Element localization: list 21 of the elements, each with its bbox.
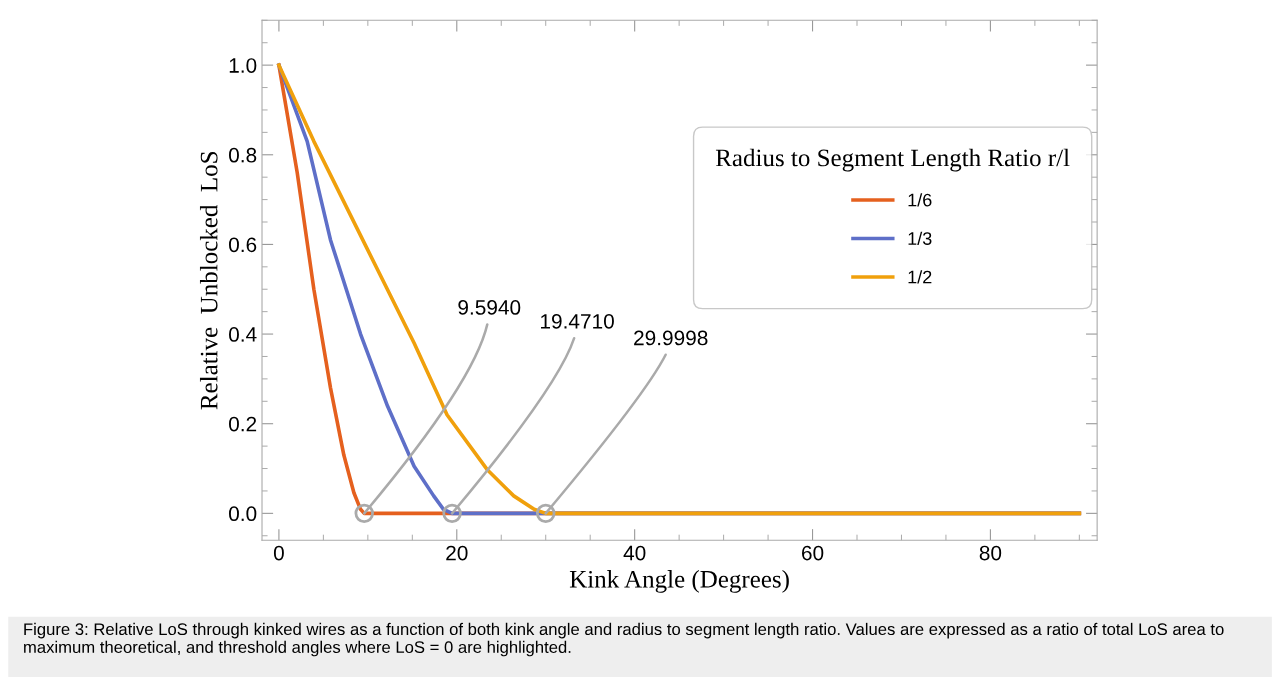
legend-label: 1/6 <box>908 193 932 207</box>
y-tick-label: 0.6 <box>229 237 257 253</box>
annotation: 9.5940 <box>458 300 521 315</box>
x-tick-label: 60 <box>802 545 824 561</box>
annotation: 19.4710 <box>541 313 614 329</box>
y-axis-title: Relative Unblocked LoS <box>199 151 218 410</box>
x-tick-label: 20 <box>446 545 468 561</box>
legend-label: 1/2 <box>908 270 932 284</box>
x-tick-label: 0 <box>273 545 284 561</box>
caption: Figure 3: Relative LoS through kinked wires as a function of both kink angle and radius to segment length ratio. Values are expressed as a ratio of total LoS area to maximum theoretical, and threshold angles where LoS = 0 are highlighted. <box>24 622 1224 657</box>
x-axis-title: Kink Angle (Degrees) <box>569 570 789 593</box>
y-tick-label: 1.0 <box>229 58 257 73</box>
y-tick-label: 0.8 <box>229 147 257 163</box>
x-tick-label: 40 <box>623 545 646 561</box>
y-tick-label: 0.2 <box>229 416 257 432</box>
x-tick-label: 80 <box>979 545 1002 561</box>
legend-title: Radius to Segment Length Ratio r/l <box>715 148 1070 172</box>
y-tick-label: 0.4 <box>229 327 257 342</box>
annotation: 29.9998 <box>634 330 708 346</box>
legend-label: 1/3 <box>908 231 932 245</box>
y-tick-label: 0.0 <box>229 506 257 522</box>
